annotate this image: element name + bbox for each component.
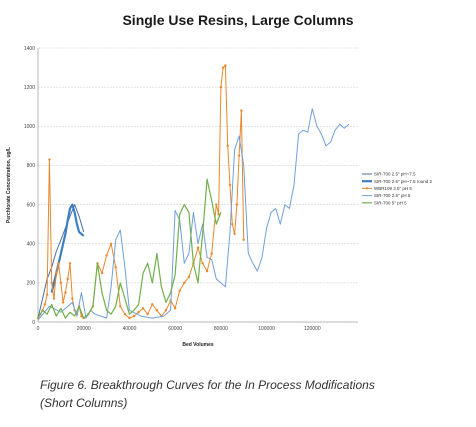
series-3-point [183, 281, 186, 285]
series-3-point [71, 297, 74, 300]
x-tick-label: 60000 [168, 326, 182, 332]
series-3-point [217, 213, 220, 216]
legend-label-4: SIR-700 2.5" pH 5 [374, 193, 411, 198]
series-3-point [57, 262, 60, 265]
series-3-point [100, 271, 104, 275]
series-3-point [50, 281, 53, 285]
series-3-point [128, 316, 131, 320]
series-3-point [109, 242, 113, 245]
caption-line-1: Figure 6. Breakthrough Curves for the In… [40, 378, 375, 392]
series-3-point [114, 266, 117, 269]
series-3-point [66, 277, 69, 281]
y-axis-label: Perchlorate Concentration, ug/L [6, 147, 12, 223]
x-tick-label: 120000 [304, 326, 321, 332]
y-tick-label: 1200 [24, 85, 35, 91]
series-3-point [141, 307, 145, 310]
series-3-point [178, 289, 181, 292]
y-tick-label: 0 [32, 320, 35, 326]
x-tick-label: 40000 [122, 326, 136, 332]
figure-caption: Figure 6. Breakthrough Curves for the In… [40, 376, 440, 412]
series-3-point [205, 269, 209, 273]
series-3-point [64, 291, 67, 294]
series-3-point [68, 262, 72, 265]
series-3-point [61, 301, 65, 304]
legend: SIR-700 2.5" pH~7.5 SIR-700 2.5" pH~7.5 r… [362, 172, 433, 205]
y-tick-label: 1000 [24, 124, 35, 130]
series-line-2 [50, 203, 85, 293]
legend-marker-3 [365, 187, 369, 190]
series-3-point [201, 262, 204, 265]
series-3-point [137, 311, 140, 314]
y-tick-label: 800 [27, 163, 36, 169]
legend-label-2: SIR-700 2.5" pH~7.5 round 2 [374, 179, 433, 184]
series-3-point [119, 305, 122, 308]
series-3-point [187, 275, 191, 279]
series-3-point [146, 312, 149, 316]
x-tick-label: 100000 [258, 326, 275, 332]
axes: 0 200 400 600 800 1000 1200 1400 0 20000 40000 6000… [24, 46, 358, 332]
y-tick-label: 1400 [24, 46, 35, 52]
series-line-4 [37, 108, 350, 321]
series-3-point [233, 232, 236, 236]
series-3-point [228, 183, 232, 187]
series-3-point [224, 64, 227, 67]
x-tick-label: 20000 [77, 326, 91, 332]
legend-label-1: SIR-700 2.5" pH~7.5 [374, 172, 416, 177]
series-3-point [132, 314, 136, 318]
series-3-point [219, 85, 223, 89]
series-3-point [235, 203, 239, 206]
series-layer [36, 64, 350, 321]
series-3-point [196, 246, 200, 249]
series-3-point [155, 309, 159, 312]
series-line-1 [37, 204, 85, 319]
x-tick-label: 0 [37, 326, 40, 332]
series-3-point [215, 203, 218, 206]
series-3-point [59, 281, 63, 285]
series-3-point [45, 293, 49, 296]
x-tick-label: 80000 [214, 326, 228, 332]
series-line-3 [37, 65, 245, 319]
series-3-point [151, 303, 154, 306]
legend-label-3: WBR109 3.5" pH 5 [374, 186, 412, 191]
series-3-point [242, 238, 245, 241]
series-3-point [48, 158, 51, 161]
series-3-point [80, 314, 83, 318]
series-3-point [123, 312, 127, 316]
series-3-point [52, 297, 56, 300]
chart-title: Single Use Resins, Large Columns [122, 12, 354, 28]
series-3-point [226, 144, 229, 148]
series-3-point [210, 252, 213, 255]
y-tick-label: 400 [27, 242, 36, 248]
series-3-point [231, 222, 234, 226]
x-axis-label: Bed Volumes [182, 342, 214, 348]
series-3-point [221, 66, 225, 69]
series-3-point [164, 309, 168, 312]
series-3-point [43, 303, 47, 306]
series-3-point [237, 154, 241, 157]
series-line-5 [37, 178, 222, 319]
caption-line-2: (Short Columns) [40, 396, 128, 410]
series-3-point [240, 109, 243, 112]
series-3-point [105, 254, 108, 257]
series-3-point [173, 307, 177, 310]
y-tick-label: 200 [27, 281, 36, 287]
y-tick-label: 600 [27, 202, 36, 208]
series-3-point [55, 271, 58, 275]
legend-label-5: SIR-700 5" pH 5 [374, 200, 407, 205]
